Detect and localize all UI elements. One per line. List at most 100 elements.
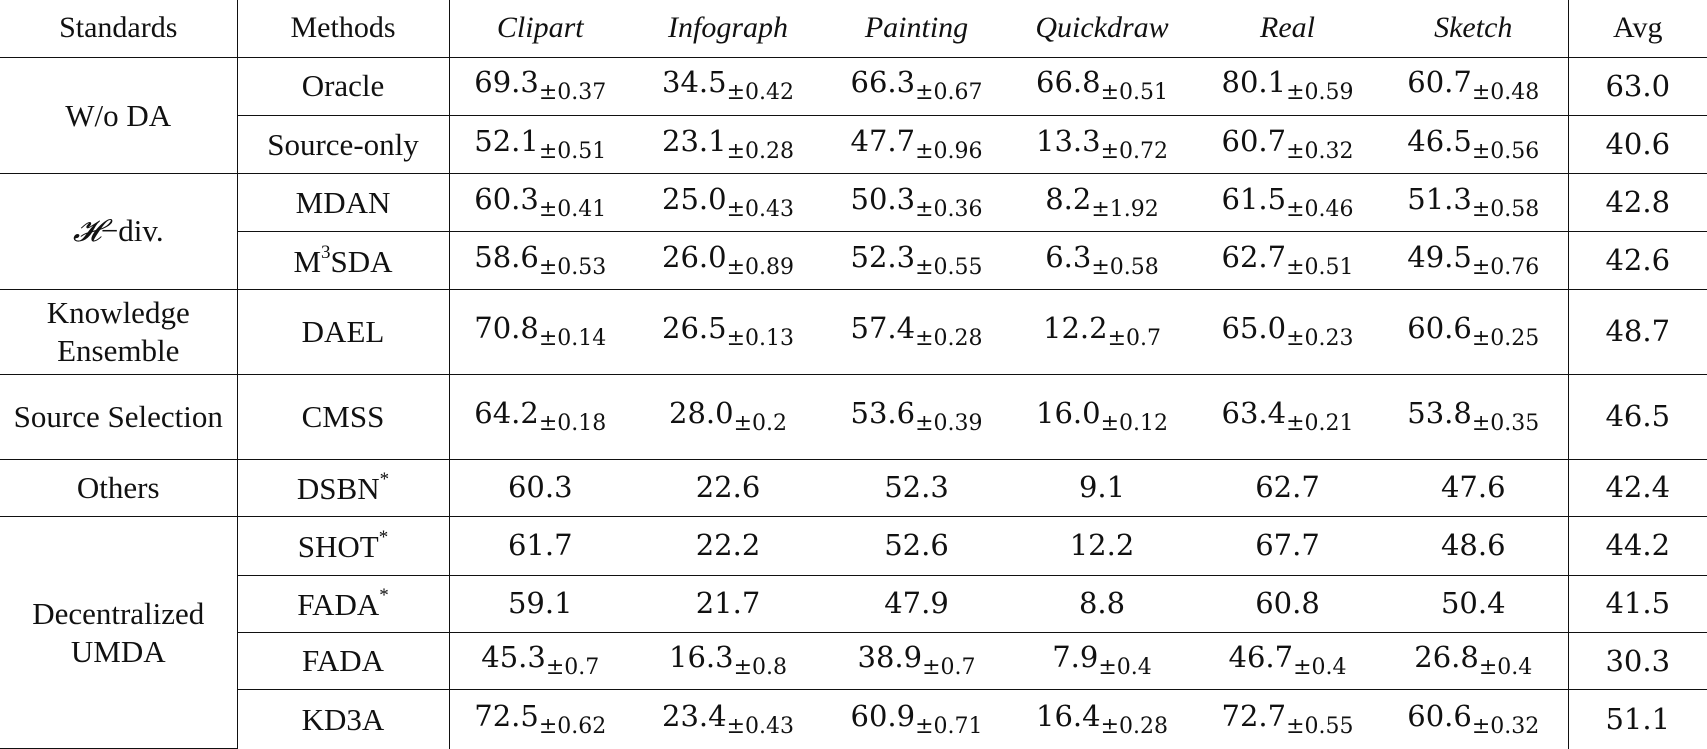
value-cell: 47.6 bbox=[1379, 459, 1569, 518]
avg-cell: 42.4 bbox=[1568, 459, 1707, 518]
method-cell: KD3A bbox=[237, 689, 450, 749]
value-mean: 80.1 bbox=[1221, 65, 1287, 100]
method-name: CMSS bbox=[301, 398, 385, 434]
value-cell: 46.7±0.4 bbox=[1196, 632, 1379, 691]
value-std: ±0.37 bbox=[538, 80, 607, 106]
value-std: ±0.4 bbox=[1478, 655, 1533, 681]
value-mean: 52.3 bbox=[850, 239, 916, 274]
value-std: ±0.67 bbox=[915, 80, 983, 106]
value-std: ±0.43 bbox=[726, 713, 794, 739]
value-mean: 59.1 bbox=[507, 586, 573, 621]
value-std: ±0.28 bbox=[726, 138, 794, 164]
value-std: ±0.59 bbox=[1286, 80, 1354, 106]
value-cell: 21.7 bbox=[631, 575, 825, 634]
value-cell: 22.2 bbox=[631, 516, 825, 576]
table-row: W/o DA Oracle 69.3±0.37 34.5±0.42 66.3±0.67 6… bbox=[0, 57, 1707, 175]
value-cell: 59.1 bbox=[449, 575, 631, 634]
value-std: ±0.13 bbox=[726, 326, 794, 352]
method-superscript: * bbox=[379, 468, 390, 490]
value-cell: 45.3±0.7 bbox=[449, 632, 631, 691]
header-avg: Avg bbox=[1568, 0, 1707, 58]
header-quickdraw: Quickdraw bbox=[1008, 0, 1196, 58]
value-mean: 16.4 bbox=[1036, 698, 1101, 733]
value-cell: 70.8±0.14 bbox=[449, 289, 631, 375]
value-mean: 64.2 bbox=[474, 395, 539, 430]
value-cell: 22.6 bbox=[631, 459, 825, 518]
value-cell: 62.7 bbox=[1196, 459, 1379, 518]
value-mean: 45.3 bbox=[481, 640, 546, 675]
value-mean: 52.1 bbox=[474, 123, 539, 158]
value-std: ±0.36 bbox=[915, 196, 983, 222]
value-cell: 67.7 bbox=[1196, 516, 1379, 576]
value-cell: 16.0±0.12 bbox=[1008, 374, 1196, 460]
value-mean: 60.7 bbox=[1407, 65, 1472, 100]
value-cell: 51.3±0.58 bbox=[1379, 173, 1569, 232]
value-cell: 52.6 bbox=[825, 516, 1008, 576]
value-cell: 47.9 bbox=[825, 575, 1008, 634]
method-name: KD3A bbox=[301, 701, 385, 737]
table-row: KD3A 72.5±0.62 23.4±0.43 60.9±0.71 16.4±0.28… bbox=[0, 689, 1707, 749]
method-name: FADA bbox=[297, 586, 380, 622]
group-others: Others bbox=[0, 459, 238, 518]
value-cell: 69.3±0.37 bbox=[449, 57, 631, 116]
value-cell: 60.7±0.48 bbox=[1379, 57, 1569, 116]
value-cell: 8.8 bbox=[1008, 575, 1196, 634]
value-cell: 62.7±0.51 bbox=[1196, 231, 1379, 291]
value-std: ±0.7 bbox=[1107, 326, 1161, 352]
value-std: ±0.76 bbox=[1471, 254, 1540, 280]
value-mean: 52.3 bbox=[884, 470, 949, 505]
value-cell: 50.4 bbox=[1379, 575, 1569, 634]
value-cell: 8.2±1.92 bbox=[1008, 173, 1196, 232]
method-cell: Oracle bbox=[237, 57, 450, 116]
method-cell: Source-only bbox=[237, 115, 450, 175]
method-superscript: 3 bbox=[321, 241, 331, 263]
value-std: ±0.23 bbox=[1286, 326, 1354, 352]
value-std: ±0.62 bbox=[538, 713, 607, 739]
value-mean: 60.8 bbox=[1255, 586, 1320, 621]
group-wo-da: W/o DA bbox=[0, 57, 238, 175]
value-cell: 72.5±0.62 bbox=[449, 690, 631, 749]
value-cell: 61.5±0.46 bbox=[1196, 173, 1379, 232]
value-std: ±0.72 bbox=[1100, 138, 1168, 164]
value-cell: 46.5±0.56 bbox=[1379, 115, 1569, 175]
value-std: ±0.32 bbox=[1286, 138, 1354, 164]
value-std: ±0.7 bbox=[545, 655, 600, 681]
table-row: 𝓗−div. MDAN 60.3±0.41 25.0±0.43 50.3±0.36 8.2… bbox=[0, 173, 1707, 291]
method-cell: DSBN* bbox=[237, 459, 450, 518]
value-cell: 60.7±0.32 bbox=[1196, 115, 1379, 175]
value-cell: 48.6 bbox=[1379, 516, 1569, 576]
method-name: M bbox=[293, 243, 322, 279]
value-std: ±0.89 bbox=[726, 254, 794, 280]
h-divergence-text: −div. bbox=[100, 213, 164, 249]
value-std: ±0.55 bbox=[1286, 713, 1354, 739]
value-cell: 9.1 bbox=[1008, 459, 1196, 518]
avg-cell: 40.6 bbox=[1568, 115, 1707, 175]
value-std: ±0.7 bbox=[922, 655, 976, 681]
value-cell: 26.8±0.4 bbox=[1379, 632, 1569, 691]
method-cell: FADA bbox=[237, 632, 450, 691]
value-cell: 12.2 bbox=[1008, 516, 1196, 576]
value-cell: 34.5±0.42 bbox=[631, 57, 825, 116]
value-mean: 48.6 bbox=[1440, 528, 1506, 563]
value-std: ±0.46 bbox=[1286, 196, 1354, 222]
value-cell: 66.8±0.51 bbox=[1008, 57, 1196, 116]
value-cell: 50.3±0.36 bbox=[825, 173, 1008, 232]
value-mean: 60.3 bbox=[474, 181, 539, 216]
value-std: ±0.55 bbox=[915, 254, 983, 280]
value-cell: 7.9±0.4 bbox=[1008, 632, 1196, 691]
method-name: Source-only bbox=[267, 126, 419, 162]
value-cell: 52.3±0.55 bbox=[825, 231, 1008, 291]
method-cell: FADA* bbox=[237, 575, 450, 634]
avg-cell: 48.7 bbox=[1568, 289, 1707, 375]
value-mean: 38.9 bbox=[857, 640, 923, 675]
value-mean: 60.6 bbox=[1407, 311, 1472, 346]
table-row: FADA* 59.1 21.7 47.9 8.8 60.8 50.4 41.5 bbox=[0, 575, 1707, 634]
value-mean: 16.3 bbox=[669, 640, 734, 675]
value-cell: 80.1±0.59 bbox=[1196, 57, 1379, 116]
value-cell: 28.0±0.2 bbox=[631, 374, 825, 460]
group-source-selection: Source Selection bbox=[0, 374, 238, 460]
avg-cell: 63.0 bbox=[1568, 57, 1707, 116]
value-cell: 60.3±0.41 bbox=[449, 173, 631, 232]
table-row: Knowledge Ensemble DAEL 70.8±0.14 26.5±0.13… bbox=[0, 289, 1707, 375]
value-cell: 64.2±0.18 bbox=[449, 374, 631, 460]
